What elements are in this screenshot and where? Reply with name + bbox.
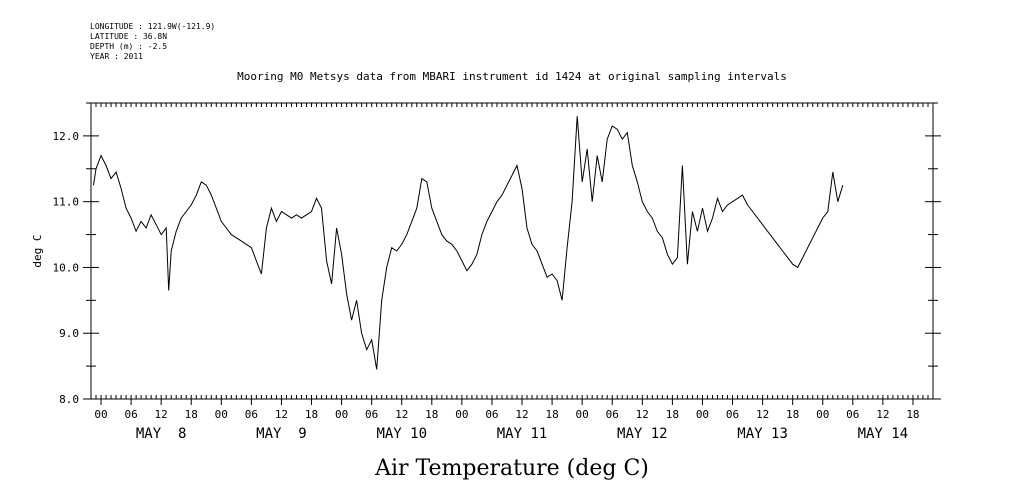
x-tick-label: 12 xyxy=(275,408,288,421)
x-tick-label: 00 xyxy=(215,408,228,421)
day-labels: MAY 8 MAY 9 MAY 10 MAY 11 MAY 12 MAY 13 MAY 14 xyxy=(136,426,908,442)
x-tick-label: 00 xyxy=(576,408,589,421)
year-text: YEAR : 2011 xyxy=(90,52,143,61)
x-tick-label: 00 xyxy=(455,408,468,421)
x-tick-label: 00 xyxy=(335,408,348,421)
x-axis-label: Air Temperature (deg C) xyxy=(374,456,649,481)
x-tick-label: 12 xyxy=(636,408,649,421)
x-tick-label: 12 xyxy=(876,408,889,421)
day-label: MAY 13 xyxy=(737,426,788,442)
series-line xyxy=(93,116,844,370)
x-tick-label: 00 xyxy=(816,408,829,421)
x-tick-label: 18 xyxy=(425,408,438,421)
y-axis-label: deg C xyxy=(31,234,44,267)
y-tick-labels: 8.0 9.0 10.0 11.0 12.0 xyxy=(53,130,80,406)
series-group xyxy=(93,116,844,370)
y-tick-label: 12.0 xyxy=(53,130,80,143)
x-tick-label: 18 xyxy=(786,408,799,421)
x-tick-label: 12 xyxy=(155,408,168,421)
chart-title: Mooring M0 Metsys data from MBARI instru… xyxy=(237,70,787,83)
x-tick-label: 06 xyxy=(245,408,258,421)
x-tick-label: 06 xyxy=(726,408,739,421)
x-tick-label: 06 xyxy=(124,408,137,421)
x-tick-label: 12 xyxy=(515,408,528,421)
x-tick-label: 06 xyxy=(606,408,619,421)
day-label: MAY 8 xyxy=(136,426,187,442)
y-tick-label: 10.0 xyxy=(53,261,80,274)
x-tick-label: 18 xyxy=(666,408,679,421)
depth-text: DEPTH (m) : -2.5 xyxy=(90,42,168,51)
x-tick-label: 18 xyxy=(545,408,558,421)
day-label: MAY 12 xyxy=(617,426,668,442)
longitude-text: LONGITUDE : 121.9W(-121.9) xyxy=(90,22,216,31)
x-tick-label: 06 xyxy=(365,408,378,421)
plot-frame xyxy=(90,102,934,400)
x-tick-labels: 00 06 12 18 00 06 12 18 00 06 12 18 00 06 12 18 00 06 12 18… xyxy=(94,408,919,421)
day-label: MAY 14 xyxy=(858,426,909,442)
y-tick-label: 8.0 xyxy=(59,393,79,406)
day-label: MAY 10 xyxy=(376,426,427,442)
x-tick-label: 12 xyxy=(756,408,769,421)
x-tick-label: 18 xyxy=(185,408,198,421)
latitude-text: LATITUDE : 36.8N xyxy=(90,32,168,41)
tick-marks xyxy=(83,102,941,405)
x-tick-label: 06 xyxy=(846,408,859,421)
x-tick-label: 00 xyxy=(94,408,107,421)
day-label: MAY 9 xyxy=(256,426,307,442)
day-label: MAY 11 xyxy=(497,426,548,442)
x-tick-label: 18 xyxy=(906,408,919,421)
x-tick-label: 06 xyxy=(485,408,498,421)
x-tick-label: 00 xyxy=(696,408,709,421)
x-tick-label: 18 xyxy=(305,408,318,421)
y-tick-label: 9.0 xyxy=(59,327,79,340)
y-tick-label: 11.0 xyxy=(53,196,80,209)
metadata-block: LONGITUDE : 121.9W(-121.9) LATITUDE : 36… xyxy=(90,22,215,62)
x-tick-label: 12 xyxy=(395,408,408,421)
